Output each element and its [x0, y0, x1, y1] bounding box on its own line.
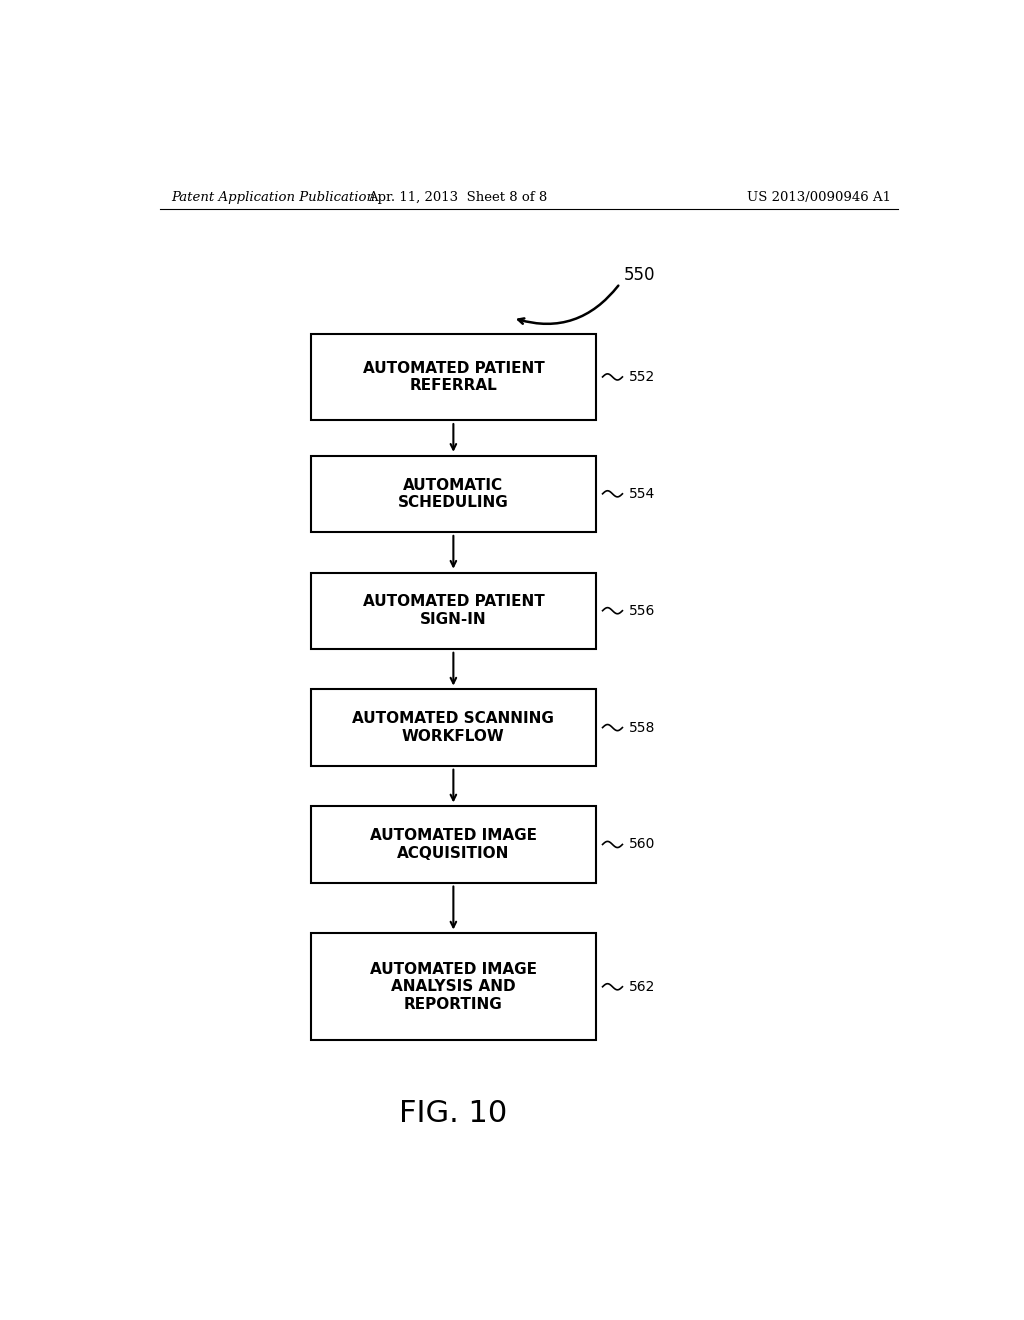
Text: Patent Application Publication: Patent Application Publication [172, 190, 376, 203]
Text: AUTOMATIC
SCHEDULING: AUTOMATIC SCHEDULING [398, 478, 509, 510]
Text: 562: 562 [629, 979, 655, 994]
Text: AUTOMATED IMAGE
ACQUISITION: AUTOMATED IMAGE ACQUISITION [370, 828, 537, 861]
FancyBboxPatch shape [310, 573, 596, 649]
Text: 554: 554 [629, 487, 655, 500]
FancyBboxPatch shape [310, 334, 596, 420]
Text: Apr. 11, 2013  Sheet 8 of 8: Apr. 11, 2013 Sheet 8 of 8 [368, 190, 547, 203]
Text: US 2013/0090946 A1: US 2013/0090946 A1 [748, 190, 891, 203]
FancyBboxPatch shape [310, 455, 596, 532]
Text: AUTOMATED IMAGE
ANALYSIS AND
REPORTING: AUTOMATED IMAGE ANALYSIS AND REPORTING [370, 962, 537, 1011]
Text: 556: 556 [629, 603, 655, 618]
FancyBboxPatch shape [310, 807, 596, 883]
Text: 552: 552 [629, 370, 655, 384]
Text: FIG. 10: FIG. 10 [399, 1100, 508, 1129]
Text: 550: 550 [624, 267, 655, 284]
Text: 558: 558 [629, 721, 655, 735]
FancyBboxPatch shape [310, 689, 596, 766]
Text: AUTOMATED PATIENT
REFERRAL: AUTOMATED PATIENT REFERRAL [362, 360, 544, 393]
Text: 560: 560 [629, 837, 655, 851]
FancyBboxPatch shape [310, 933, 596, 1040]
Text: AUTOMATED PATIENT
SIGN-IN: AUTOMATED PATIENT SIGN-IN [362, 594, 544, 627]
Text: AUTOMATED SCANNING
WORKFLOW: AUTOMATED SCANNING WORKFLOW [352, 711, 554, 743]
